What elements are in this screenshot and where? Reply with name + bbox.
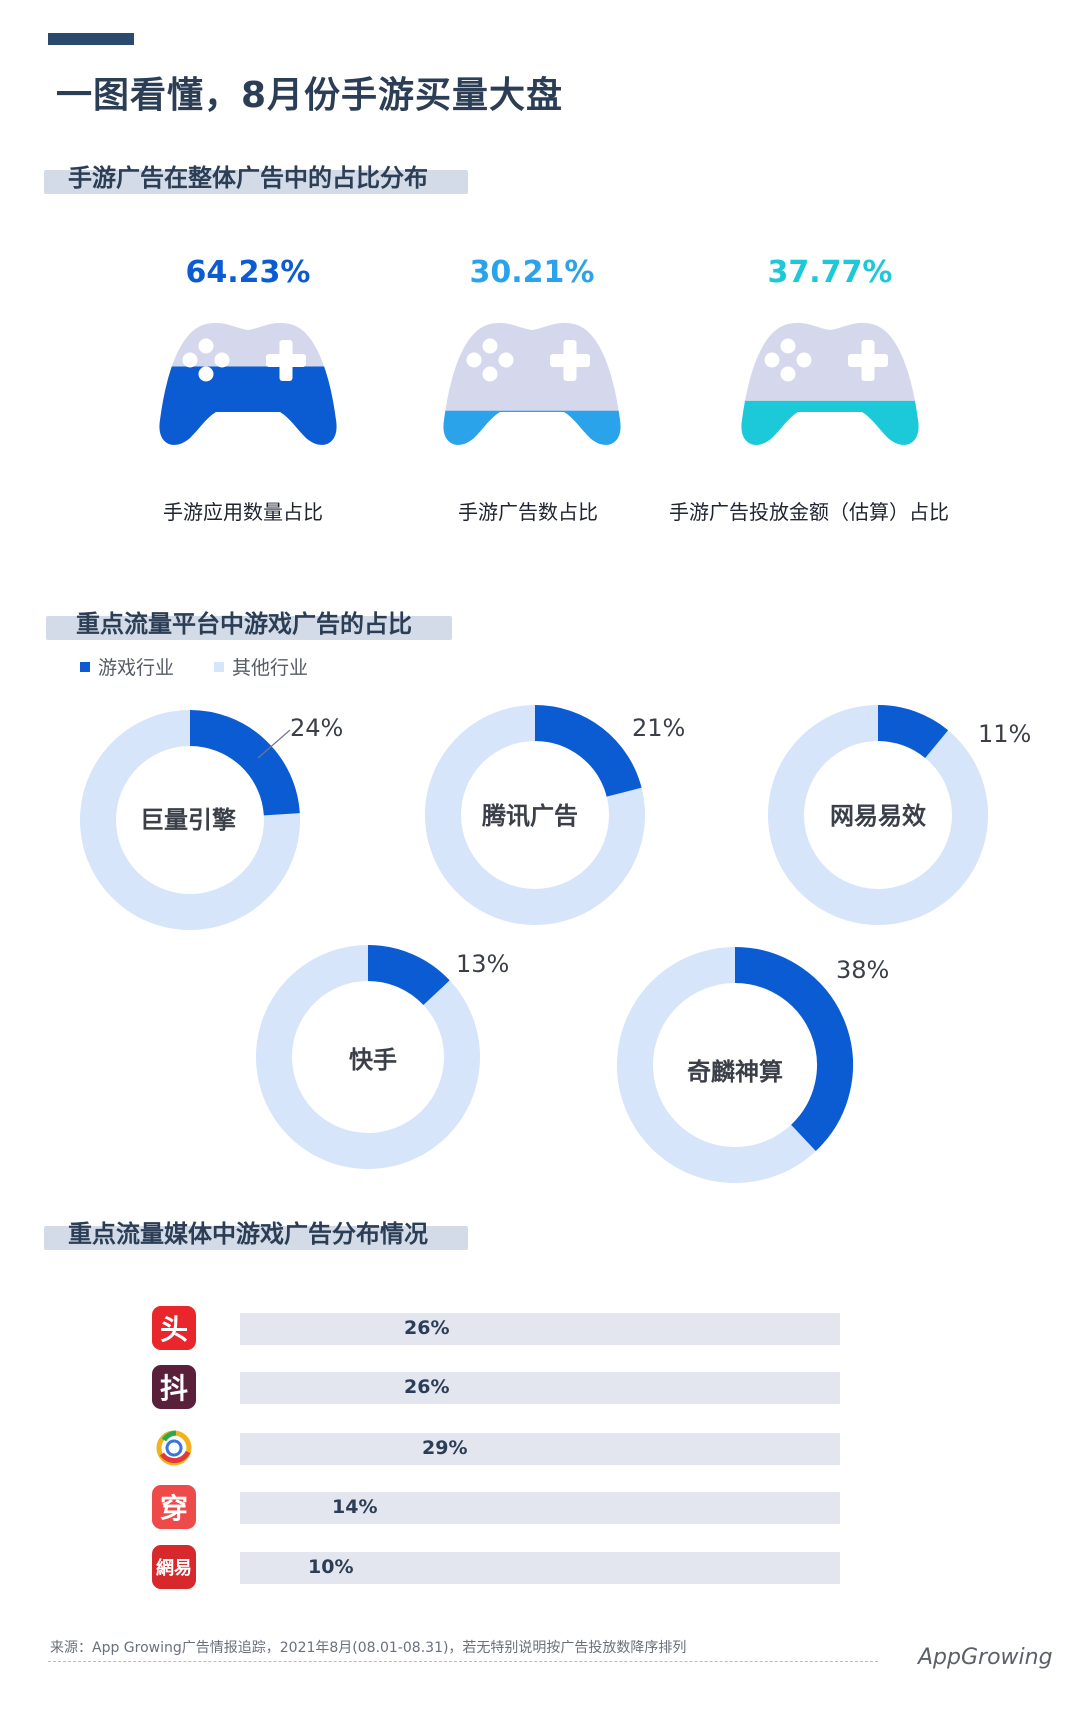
gamepad-button [780, 338, 796, 354]
donut-percent-label: 21% [632, 714, 686, 742]
donut-center-label: 网易易效 [830, 802, 926, 830]
gamepad-plus [861, 340, 875, 381]
donut-game-segment [734, 947, 853, 1152]
bar-value-label: 26% [404, 1317, 450, 1339]
bar-track [240, 1372, 840, 1404]
bar-value-label: 29% [422, 1437, 468, 1459]
bar-value-label: 26% [404, 1376, 450, 1398]
pad-label-1: 手游应用数量占比 [163, 500, 323, 524]
bar-value-label: 14% [332, 1496, 378, 1518]
section3-title: 重点流量媒体中游戏广告分布情况 [68, 1220, 428, 1248]
gamepad-button [198, 338, 214, 354]
pad-label-2: 手游广告数占比 [458, 500, 598, 524]
gamepad-button [214, 352, 230, 368]
gamepad-button [796, 352, 812, 368]
donut-charts [80, 705, 988, 1183]
bar-track [240, 1552, 840, 1584]
qq-browser-icon [152, 1426, 196, 1470]
gamepad-plus [563, 340, 577, 381]
legend-label: 其他行业 [232, 657, 309, 679]
donut-game-segment [877, 705, 949, 759]
donut-percent-label: 24% [290, 714, 344, 742]
legend-item-other: 其他行业 [214, 653, 308, 680]
toutiao-icon: 头 [152, 1306, 196, 1350]
bar-track [240, 1313, 840, 1345]
section2-title: 重点流量平台中游戏广告的占比 [76, 610, 412, 638]
gamepad-button [482, 366, 498, 382]
gamepad-fill-level [159, 366, 337, 445]
legend-label: 游戏行业 [98, 657, 175, 679]
donut-percent-label: 38% [836, 956, 890, 984]
gamepad-button [198, 366, 214, 382]
section1-title: 手游广告在整体广告中的占比分布 [68, 164, 428, 192]
pad-percent-2: 30.21% [469, 255, 595, 290]
section-title-background [46, 616, 452, 640]
gamepad-button [182, 352, 198, 368]
donut-center-label: 巨量引擎 [140, 806, 236, 834]
source-note: 来源：App Growing广告情报追踪，2021年8月(08.01-08.31… [50, 1640, 687, 1656]
legend-item-game: 游戏行业 [80, 653, 174, 680]
pad-percent-3: 37.77% [767, 255, 893, 290]
gamepad-button [466, 352, 482, 368]
gamepad-fill-level [443, 410, 621, 445]
legend-swatch [80, 661, 90, 672]
bar-value-label: 10% [308, 1556, 354, 1578]
douyin-icon: 抖 [152, 1365, 196, 1409]
donut-game-segment [534, 705, 642, 798]
donut-center-label: 快手 [349, 1046, 397, 1074]
donut-game-segment [367, 945, 450, 1006]
gamepad-button [482, 338, 498, 354]
gamepad-button [764, 352, 780, 368]
gamepad-icon [443, 322, 621, 445]
header-accent-bar [48, 33, 134, 45]
donut-game-segment [189, 710, 300, 816]
pad-percent-1: 64.23% [185, 255, 311, 290]
pad-label-3: 手游广告投放金额（估算）占比 [669, 500, 949, 524]
bar-track [240, 1492, 840, 1524]
donut-percent-label: 13% [456, 950, 510, 978]
section-title-background [44, 170, 468, 194]
page-title: 一图看懂，8月份手游买量大盘 [56, 75, 564, 116]
gamepad-plus [279, 340, 293, 381]
bar-chart: 头 26% 抖 26% 29% 穿 14% 網易 10% [0, 1300, 1080, 1600]
bar-track [240, 1433, 840, 1465]
brand-logo: AppGrowing [918, 1645, 1053, 1670]
gamepad-icon [741, 322, 919, 445]
donut-center-label: 奇麟神算 [687, 1058, 783, 1086]
section-title-background [44, 1226, 468, 1250]
donut-percent-label: 11% [978, 720, 1032, 748]
netease-news-icon: 網易 [152, 1545, 196, 1589]
leader-line [257, 729, 291, 759]
gamepad-fill-level [741, 400, 919, 445]
gamepad-icon [159, 322, 337, 445]
legend-swatch [214, 661, 224, 672]
gamepad-button [498, 352, 514, 368]
chuanshanjia-icon: 穿 [152, 1485, 196, 1529]
gamepad-button [780, 366, 796, 382]
donut-center-label: 腾讯广告 [482, 802, 578, 830]
footer-divider [48, 1661, 878, 1662]
